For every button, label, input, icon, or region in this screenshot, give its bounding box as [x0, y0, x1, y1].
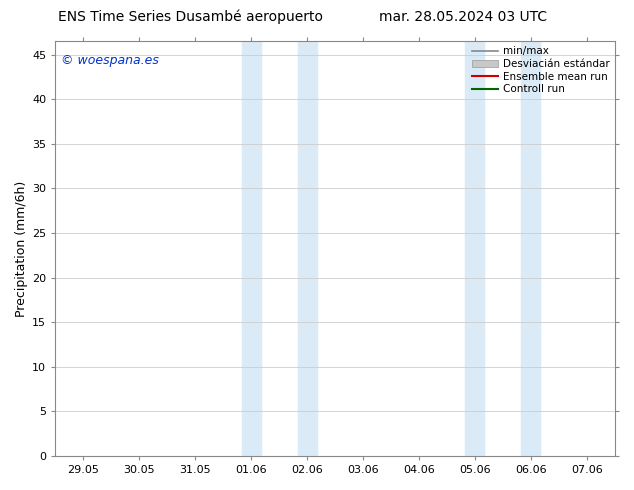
- Bar: [465, 41, 484, 456]
- Bar: [242, 41, 261, 456]
- Bar: [297, 41, 316, 456]
- Text: ENS Time Series Dusambé aeropuerto: ENS Time Series Dusambé aeropuerto: [58, 10, 323, 24]
- Legend: min/max, Desviacián estándar, Ensemble mean run, Controll run: min/max, Desviacián estándar, Ensemble m…: [470, 44, 612, 97]
- Text: © woespana.es: © woespana.es: [61, 54, 158, 67]
- Text: mar. 28.05.2024 03 UTC: mar. 28.05.2024 03 UTC: [378, 10, 547, 24]
- Bar: [521, 41, 540, 456]
- Y-axis label: Precipitation (mm/6h): Precipitation (mm/6h): [15, 180, 28, 317]
